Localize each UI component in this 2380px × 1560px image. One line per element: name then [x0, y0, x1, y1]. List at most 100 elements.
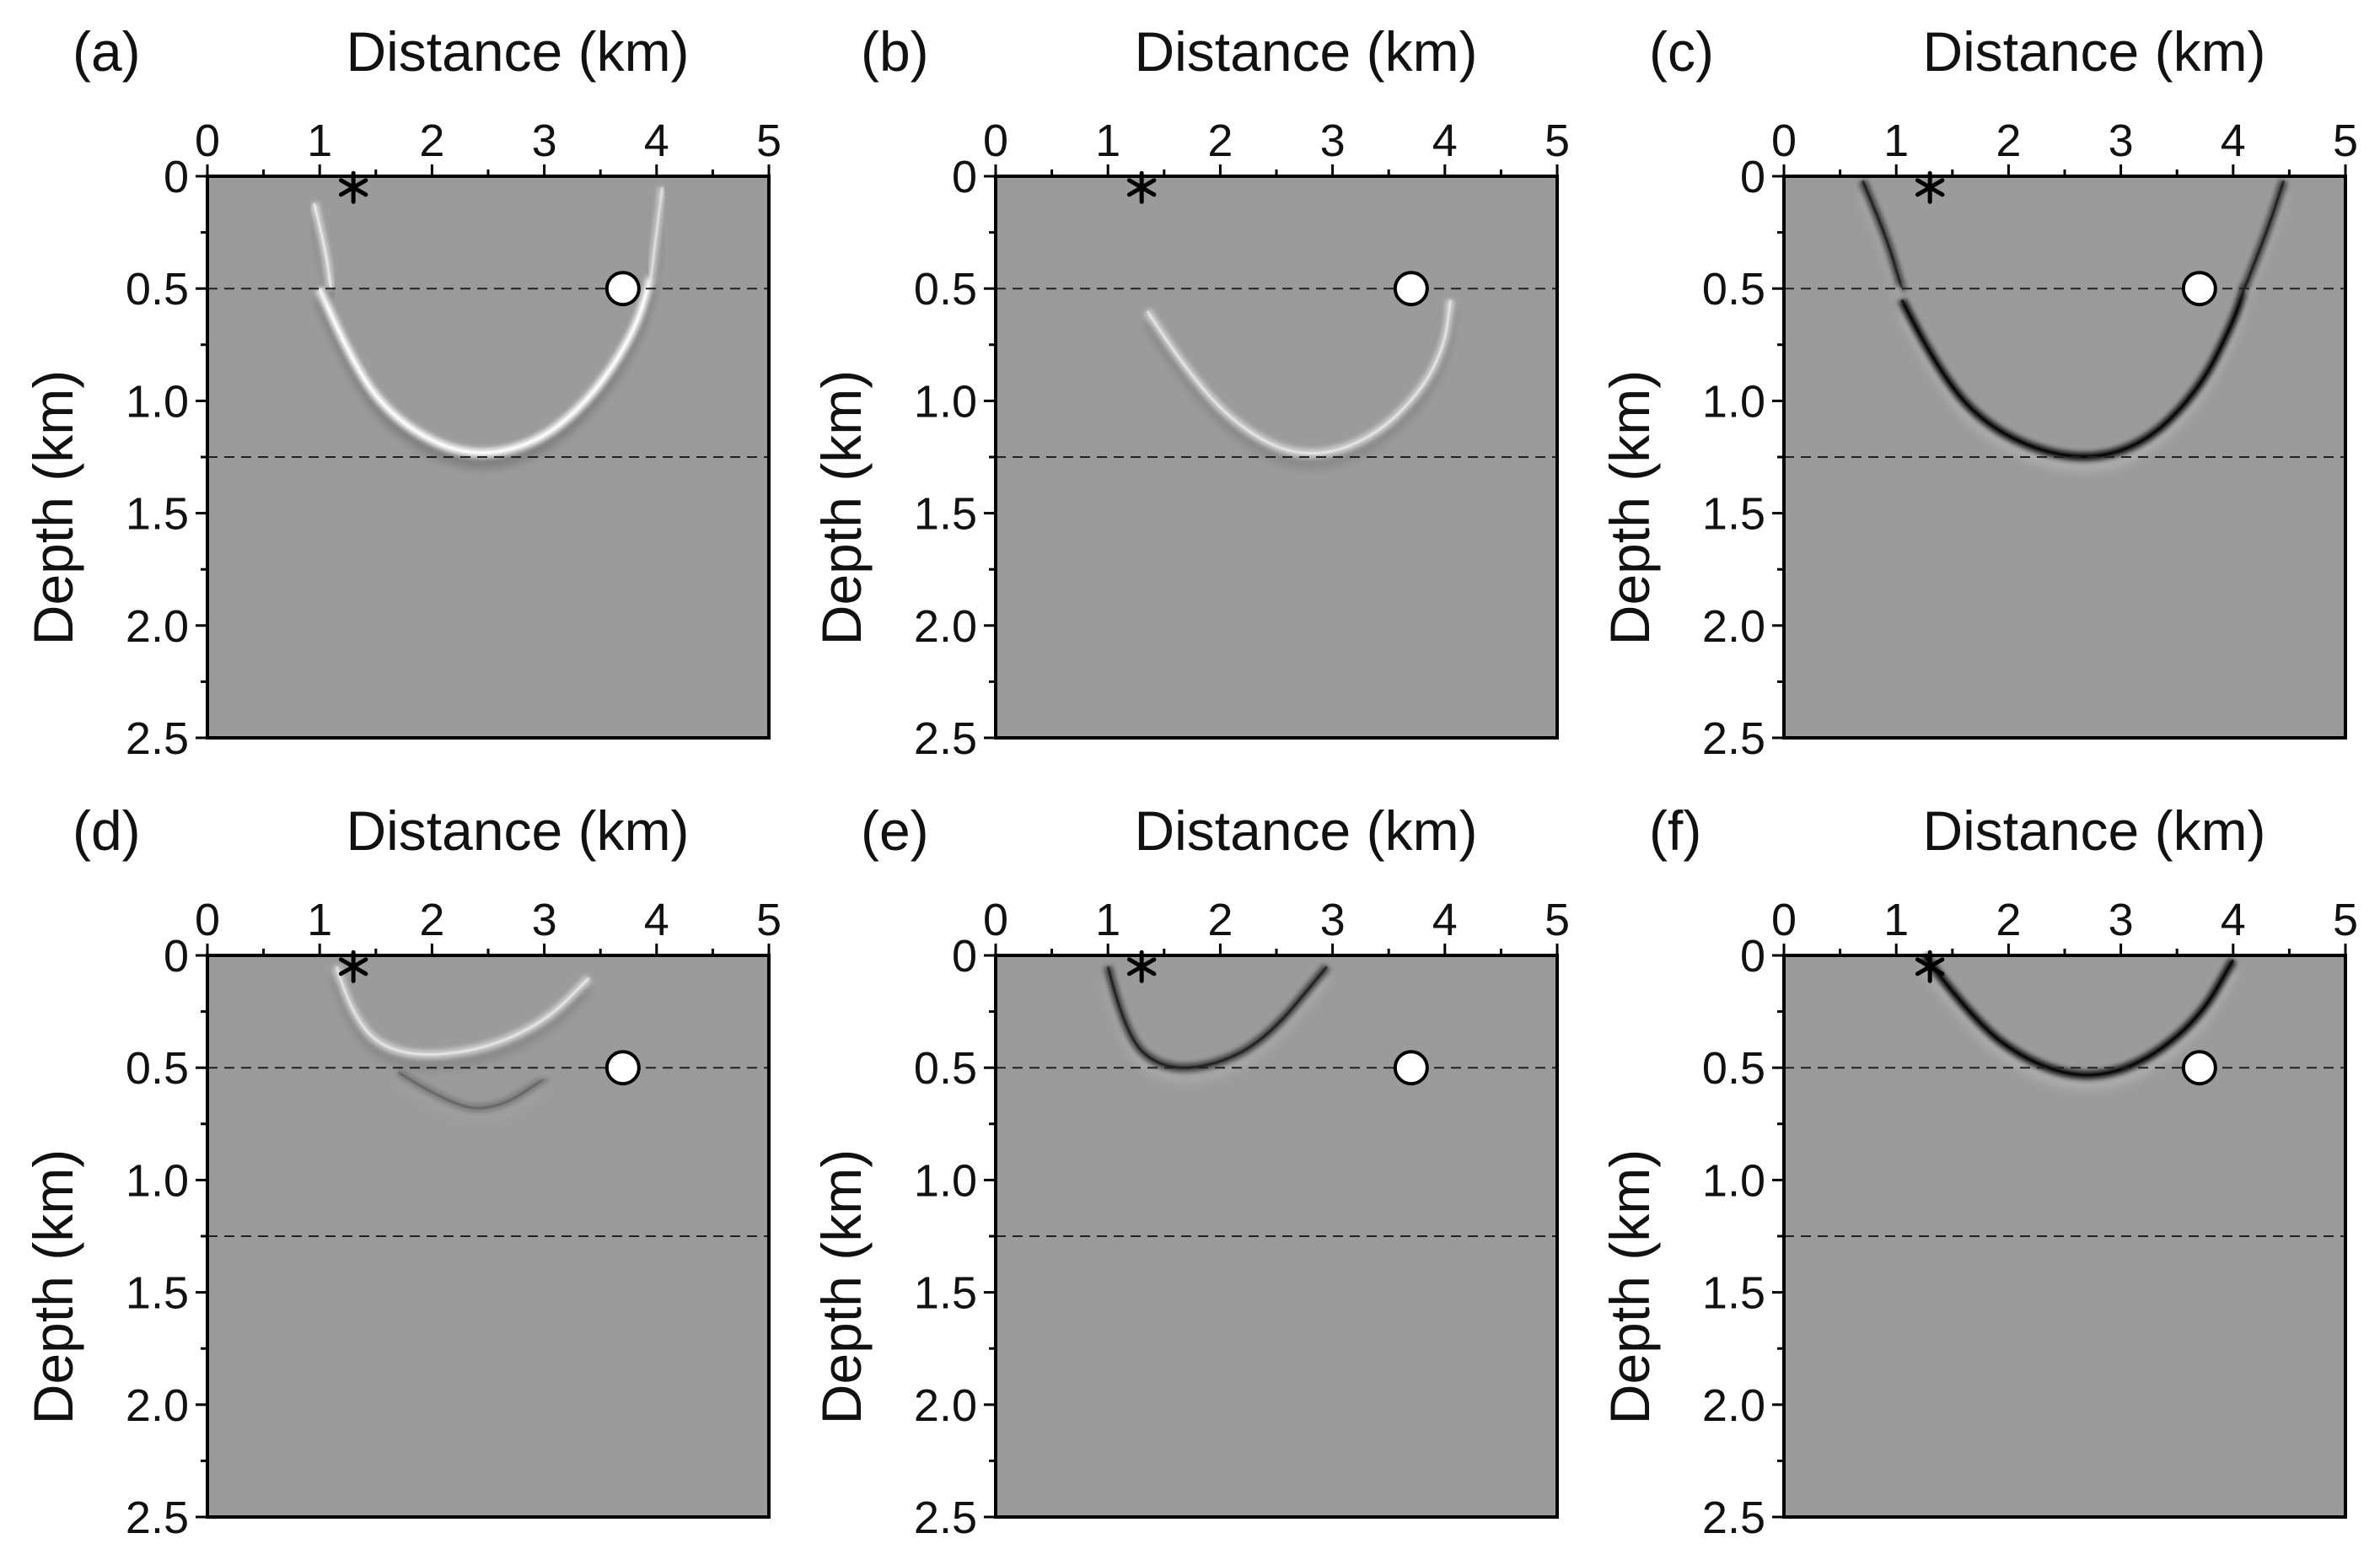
- receiver-circle-icon: [2181, 271, 2217, 307]
- y-tick-label: 0: [952, 152, 977, 202]
- y-tick-label: 2.5: [126, 1493, 189, 1543]
- y-tick-label: 1.0: [126, 376, 189, 427]
- source-star-stroke: [1915, 957, 1945, 976]
- source-star-stroke: [1915, 178, 1945, 197]
- x-tick-label: 4: [1432, 895, 1458, 945]
- x-tick-label: 1: [1095, 895, 1120, 945]
- wavefront-sidelobe: [396, 1079, 547, 1122]
- source-star-icon: [1915, 170, 1945, 204]
- panel-f: 0 1 2 3 4 5 0 0.5 1.0 1.5 2.0 2.5 Distance (km) Depth…: [1598, 799, 2358, 1543]
- wavefront: [647, 186, 667, 288]
- y-tick-label: 1.5: [1702, 489, 1765, 540]
- panel-d: 0 1 2 3 4 5 0 0.5 1.0 1.5 2.0 2.5 Distance (km) Depth…: [22, 799, 782, 1543]
- y-tick-label: 0.5: [1702, 1043, 1765, 1094]
- wavefront: [1898, 287, 2248, 471]
- x-tick-label: 2: [1996, 895, 2021, 945]
- y-tick-label: 1.0: [914, 376, 977, 427]
- y-tick-label: 0.5: [126, 1043, 189, 1094]
- y-tick-label: 1.5: [126, 1268, 189, 1319]
- wavefront-sidelobe: [333, 976, 592, 1068]
- wavefront-sidelobe: [1104, 974, 1330, 1082]
- x-tick-label: 2: [419, 895, 444, 945]
- wavefront-mainlobe: [395, 1068, 548, 1113]
- x-tick-label: 5: [2333, 895, 2358, 945]
- x-tick-label: 3: [532, 895, 557, 945]
- y-tick-label: 0: [952, 931, 977, 982]
- panel-label: (a): [73, 20, 141, 83]
- y-axis-title: Depth (km): [1598, 1149, 1661, 1424]
- y-axis-title: Depth (km): [810, 1149, 873, 1424]
- x-tick-label: 5: [756, 895, 782, 945]
- y-tick-label: 2.5: [1702, 1493, 1765, 1543]
- source-star-icon: [1126, 170, 1157, 204]
- receiver-circle-icon: [1393, 1050, 1429, 1086]
- y-tick-label: 1.5: [1702, 1268, 1765, 1319]
- y-tick-label: 0.5: [914, 264, 977, 315]
- source-star-icon: [338, 949, 368, 983]
- x-tick-label: 3: [1320, 116, 1346, 166]
- y-tick-label: 2.5: [914, 1493, 977, 1543]
- x-tick-label: 0: [983, 895, 1008, 945]
- x-axis-title: Distance (km): [1134, 799, 1477, 862]
- receiver-circle-icon: [2181, 1050, 2217, 1086]
- wavefront-core: [1900, 288, 2246, 458]
- y-tick-label: 2.0: [126, 601, 189, 652]
- source-star-icon: [338, 170, 368, 204]
- receiver-circle-icon: [1393, 271, 1429, 307]
- x-axis-title: Distance (km): [346, 799, 689, 862]
- wavefront-sidelobe: [1921, 963, 2237, 1089]
- x-tick-label: 3: [532, 116, 557, 166]
- x-tick-label: 0: [195, 116, 220, 166]
- y-tick-label: 1.0: [126, 1155, 189, 1206]
- x-tick-label: 1: [1883, 116, 1909, 166]
- y-tick-label: 0.5: [126, 264, 189, 315]
- wavefront-core: [313, 202, 333, 289]
- y-tick-label: 1.0: [914, 1155, 977, 1206]
- y-tick-label: 1.5: [914, 489, 977, 540]
- y-tick-label: 2.0: [1702, 601, 1765, 652]
- x-axis-title: Distance (km): [1922, 799, 2265, 862]
- source-star-stroke: [338, 178, 368, 197]
- y-tick-label: 0.5: [914, 1043, 977, 1094]
- wavefront-core: [318, 277, 653, 455]
- panel-label: (c): [1649, 20, 1714, 83]
- x-tick-label: 5: [756, 116, 782, 166]
- panel-label: (e): [861, 799, 929, 862]
- x-tick-label: 3: [2109, 895, 2134, 945]
- x-tick-label: 5: [1545, 895, 1570, 945]
- x-tick-label: 1: [1095, 116, 1120, 166]
- x-tick-label: 0: [195, 895, 220, 945]
- y-tick-label: 1.5: [126, 489, 189, 540]
- x-tick-label: 3: [2109, 116, 2134, 166]
- x-tick-label: 0: [983, 116, 1008, 166]
- receiver-circle-icon: [604, 1050, 641, 1086]
- y-tick-label: 2.0: [914, 601, 977, 652]
- panel-b: 0 1 2 3 4 5 0 0.5 1.0 1.5 2.0 2.5 Distance (km) Depth…: [810, 20, 1570, 764]
- wavefront: [332, 965, 593, 1068]
- y-axis-title: Depth (km): [22, 1149, 84, 1424]
- y-axis-title: Depth (km): [1598, 370, 1661, 645]
- wavefront-mainlobe: [1143, 299, 1455, 458]
- wavefront-core: [335, 966, 590, 1057]
- receiver-circle-icon: [604, 271, 641, 307]
- wavefront-mainlobe: [309, 202, 336, 289]
- wavefront-mainlobe: [647, 186, 667, 278]
- y-tick-label: 0: [1740, 931, 1765, 982]
- source-star-stroke: [1126, 178, 1157, 197]
- source-star-stroke: [1126, 957, 1157, 976]
- x-tick-label: 2: [1996, 116, 2021, 166]
- wavefront-core: [649, 187, 663, 278]
- y-tick-label: 2.0: [1702, 1380, 1765, 1431]
- x-tick-label: 4: [2221, 895, 2246, 945]
- wavefront-core: [1923, 955, 2235, 1077]
- x-axis-title: Distance (km): [1134, 20, 1477, 83]
- wavefront-core: [397, 1071, 545, 1110]
- wavefront: [1143, 299, 1455, 467]
- source-star-icon: [1915, 949, 1945, 983]
- x-tick-label: 1: [307, 116, 332, 166]
- x-tick-label: 4: [644, 895, 669, 945]
- y-axis-title: Depth (km): [810, 370, 873, 645]
- x-tick-label: 2: [1207, 116, 1233, 166]
- wavefront-core: [1106, 966, 1329, 1069]
- x-tick-label: 5: [1545, 116, 1570, 166]
